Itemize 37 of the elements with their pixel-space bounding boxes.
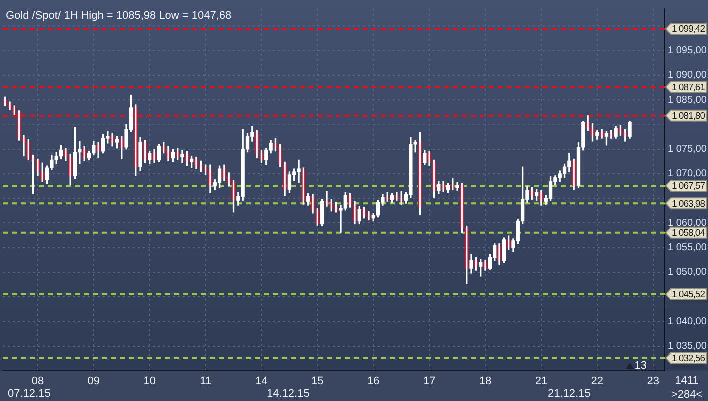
y-tick-label: 1 035,00: [668, 341, 708, 352]
x-tick-label: 15: [312, 376, 324, 388]
y-tick-label: 1 090,00: [668, 70, 708, 82]
ref-line-label: 1 058,04: [672, 228, 706, 240]
x-tick-label: 10: [144, 376, 156, 388]
annotation: 13: [634, 360, 647, 372]
y-tick-label: 1 055,00: [668, 242, 708, 254]
y-tick-label: 1 070,00: [668, 168, 708, 180]
x-tick-label: 21: [535, 376, 548, 388]
text: >284<: [671, 389, 703, 401]
text: 07.12.15: [8, 388, 51, 400]
y-tick-label: 1 085,00: [668, 94, 708, 106]
text: 21.12.15: [548, 388, 591, 400]
y-tick-label: 1 060,00: [668, 218, 708, 229]
y-tick-label: 1 040,00: [668, 316, 708, 328]
ref-line-label: 1 081,80: [672, 111, 706, 122]
text: 1411: [675, 375, 699, 388]
ref-line-label: 1 032,56: [672, 354, 706, 365]
ref-line-label: 1 087,61: [672, 82, 706, 94]
ref-line-label: 1 045,52: [672, 290, 706, 301]
y-tick-label: 1 075,00: [668, 144, 708, 156]
y-tick-label: 1 095,00: [668, 46, 708, 57]
text: 14.12.15: [267, 388, 310, 400]
y-tick-label: 1 050,00: [668, 267, 708, 278]
x-tick-label: 08: [32, 376, 44, 388]
ref-line-label: 1 099,42: [672, 24, 706, 36]
x-tick-label: 14: [256, 376, 268, 388]
ref-line-label: 1 063,98: [672, 198, 706, 210]
x-tick-label: 11: [200, 376, 212, 388]
x-tick-label: 16: [368, 376, 380, 388]
x-tick-label: 23: [647, 376, 660, 388]
chart-title: Gold /Spot/ 1H High = 1085,98 Low = 1047,68: [6, 10, 232, 22]
ref-line-label: 1 067,57: [672, 181, 706, 192]
x-tick-label: 09: [88, 376, 100, 388]
x-tick-label: 18: [479, 376, 492, 388]
x-tick-label: 17: [423, 376, 436, 388]
x-tick-label: 22: [591, 376, 604, 388]
